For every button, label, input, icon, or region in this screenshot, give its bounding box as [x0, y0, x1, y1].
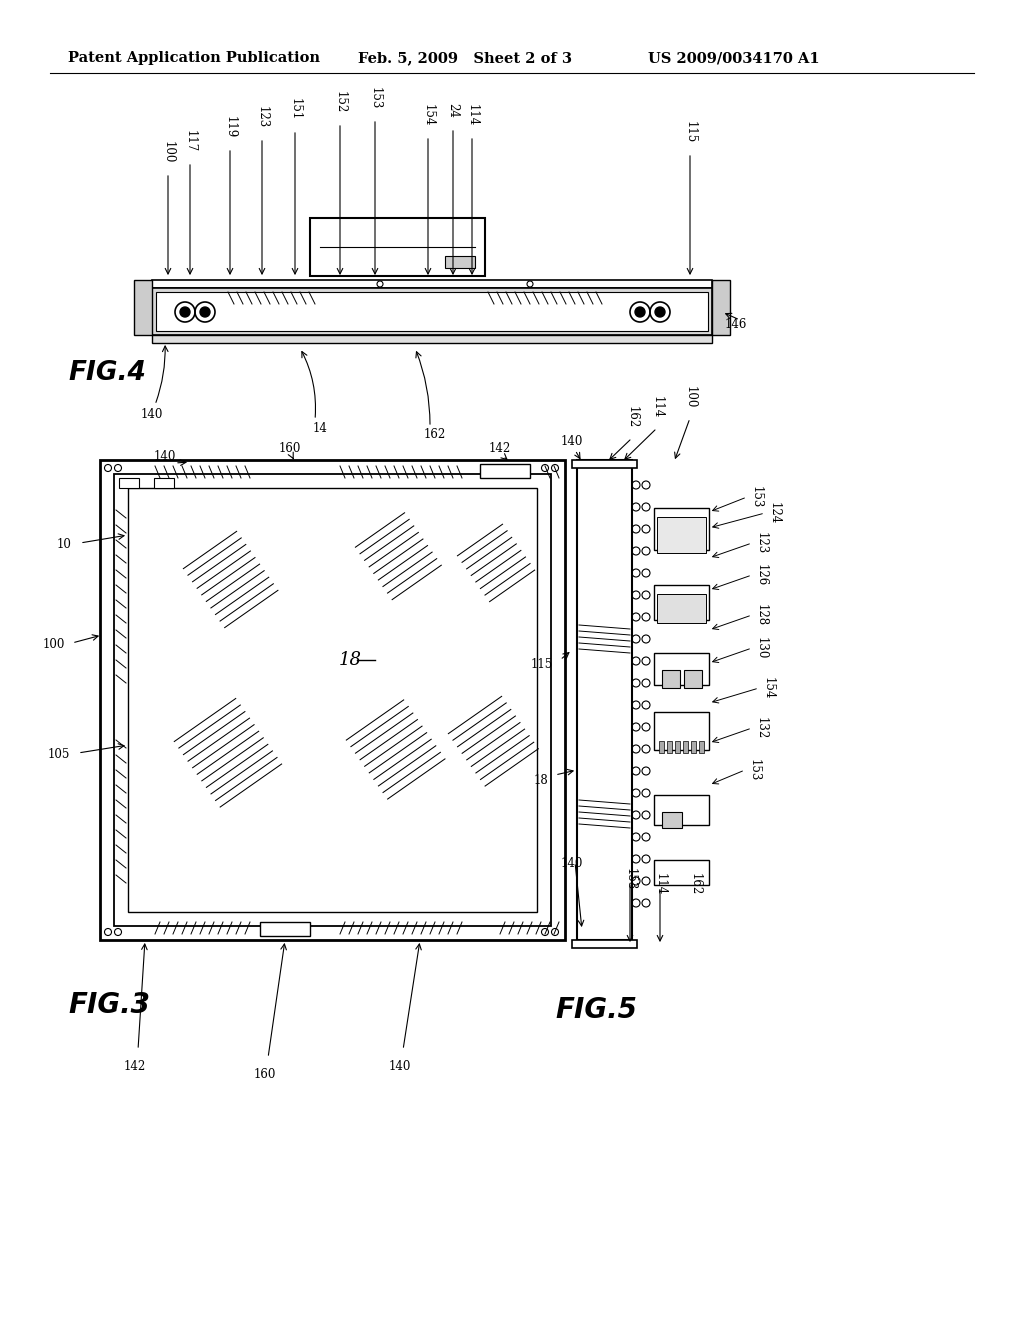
- Circle shape: [635, 308, 645, 317]
- Bar: [662, 812, 682, 828]
- Text: FIG.3: FIG.3: [68, 991, 150, 1019]
- Text: 132: 132: [755, 717, 768, 739]
- Bar: [654, 508, 709, 550]
- Text: 115: 115: [530, 659, 553, 672]
- Bar: [654, 711, 709, 750]
- Text: 114: 114: [653, 873, 667, 895]
- Bar: [152, 280, 712, 288]
- Bar: [657, 517, 706, 553]
- Text: 123: 123: [755, 532, 768, 554]
- Text: 119: 119: [223, 116, 237, 139]
- Bar: [662, 671, 680, 688]
- Bar: [154, 478, 174, 488]
- Text: 140: 140: [389, 1060, 412, 1073]
- Text: 160: 160: [254, 1068, 276, 1081]
- Text: 115: 115: [683, 120, 696, 143]
- Bar: [134, 280, 152, 335]
- Text: 140: 140: [561, 857, 584, 870]
- Bar: [572, 459, 637, 469]
- Text: 162: 162: [626, 405, 639, 428]
- Text: 153: 153: [624, 867, 637, 890]
- Text: US 2009/0034170 A1: US 2009/0034170 A1: [648, 51, 819, 65]
- Text: 140: 140: [141, 408, 163, 421]
- Circle shape: [655, 308, 665, 317]
- Text: 152: 152: [334, 91, 346, 114]
- Bar: [654, 861, 709, 884]
- Bar: [654, 653, 709, 685]
- Bar: [310, 218, 485, 276]
- Bar: [684, 671, 702, 688]
- Text: 10: 10: [57, 539, 72, 552]
- Bar: [100, 459, 565, 940]
- Text: 124: 124: [768, 502, 781, 524]
- Text: 100: 100: [162, 141, 174, 162]
- Bar: [572, 940, 637, 948]
- Bar: [712, 280, 730, 335]
- Bar: [156, 292, 708, 331]
- Bar: [654, 585, 709, 620]
- Bar: [659, 741, 664, 752]
- Text: 154: 154: [422, 104, 434, 125]
- Bar: [445, 256, 475, 268]
- Text: 128: 128: [755, 605, 768, 626]
- Text: 142: 142: [488, 442, 511, 455]
- Bar: [152, 335, 712, 343]
- Text: Feb. 5, 2009   Sheet 2 of 3: Feb. 5, 2009 Sheet 2 of 3: [358, 51, 572, 65]
- Bar: [691, 741, 696, 752]
- Text: 126: 126: [755, 564, 768, 586]
- Text: FIG.5: FIG.5: [555, 997, 637, 1024]
- Text: 117: 117: [183, 129, 197, 152]
- Bar: [667, 741, 672, 752]
- Circle shape: [180, 308, 190, 317]
- Bar: [128, 488, 537, 912]
- Text: 153: 153: [750, 486, 763, 508]
- Text: 18: 18: [339, 651, 361, 669]
- Text: 105: 105: [48, 748, 70, 762]
- Bar: [152, 288, 712, 335]
- Bar: [657, 594, 706, 623]
- Text: 153: 153: [748, 759, 761, 781]
- Text: 160: 160: [279, 442, 301, 455]
- Text: 162: 162: [424, 429, 446, 441]
- Bar: [699, 741, 705, 752]
- Text: 154: 154: [762, 677, 775, 700]
- Text: 18: 18: [534, 774, 548, 787]
- Text: 24: 24: [446, 103, 460, 117]
- Bar: [119, 478, 139, 488]
- Text: 100: 100: [683, 385, 696, 408]
- Text: 146: 146: [725, 318, 748, 331]
- Circle shape: [200, 308, 210, 317]
- Text: 140: 140: [154, 450, 176, 463]
- Text: 114: 114: [650, 396, 664, 418]
- Text: Patent Application Publication: Patent Application Publication: [68, 51, 319, 65]
- Bar: [654, 795, 709, 825]
- Text: 153: 153: [369, 87, 382, 110]
- Text: FIG.4: FIG.4: [68, 360, 145, 385]
- Text: 140: 140: [561, 436, 584, 447]
- Text: 142: 142: [124, 1060, 146, 1073]
- Bar: [683, 741, 688, 752]
- Bar: [114, 474, 551, 927]
- Bar: [480, 465, 530, 478]
- Bar: [675, 741, 680, 752]
- Text: 162: 162: [688, 873, 701, 895]
- Bar: [577, 459, 632, 940]
- Text: 130: 130: [755, 636, 768, 659]
- Text: 114: 114: [466, 104, 478, 125]
- Text: 100: 100: [43, 639, 65, 652]
- Text: 123: 123: [256, 106, 268, 128]
- Bar: [260, 921, 310, 936]
- Text: 151: 151: [289, 98, 301, 120]
- Text: 14: 14: [312, 421, 328, 434]
